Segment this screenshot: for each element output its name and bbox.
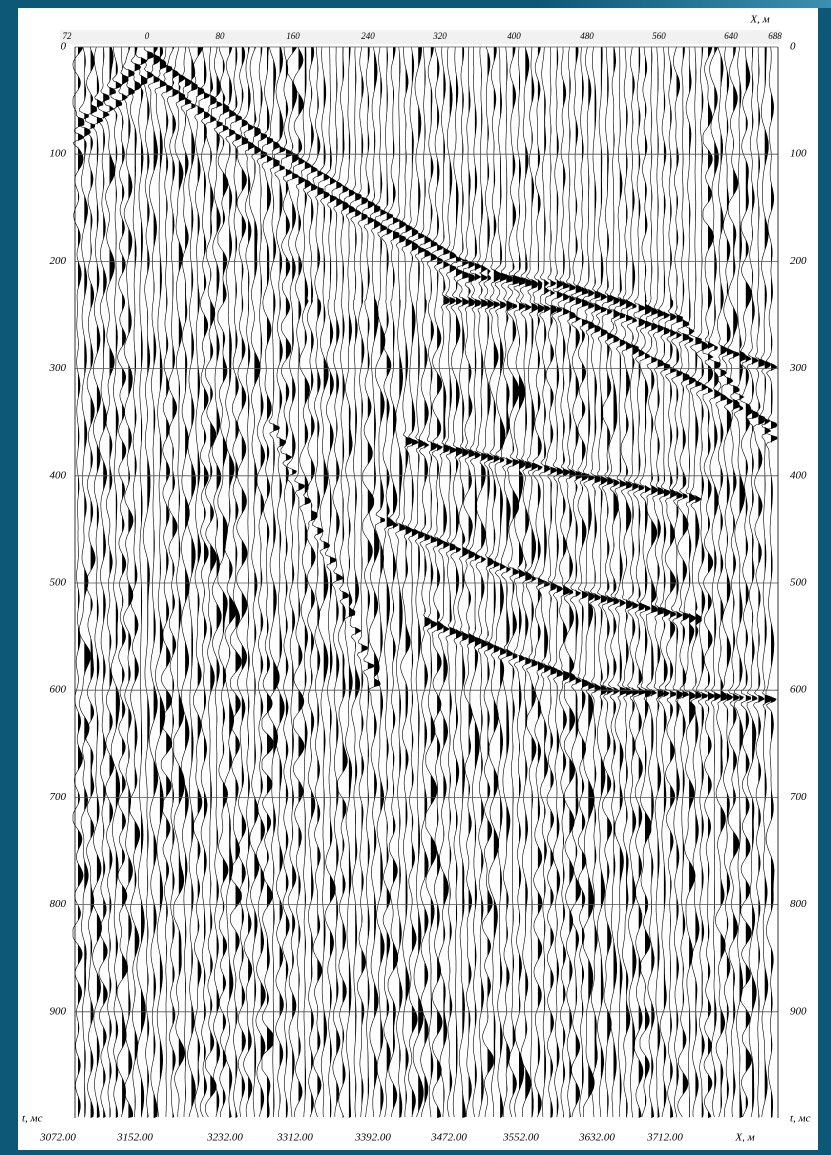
t-axis-title-right: t, мс: [790, 1113, 811, 1125]
x-tick-label: 640: [724, 31, 738, 41]
x-tick-label: 80: [216, 31, 226, 41]
x-tick-label: 160: [286, 31, 300, 41]
x-tick-label: 480: [580, 31, 594, 41]
bottom-tick-label: 3472.00: [430, 1132, 467, 1144]
t-tick-label-right: 600: [790, 684, 807, 696]
t-tick-label-left: 300: [49, 362, 67, 374]
page: X, м t, мс t, мс X, м 720801602403204004…: [0, 0, 831, 1155]
t-tick-label-right: 400: [790, 469, 807, 481]
x-tick-label: 320: [432, 31, 447, 41]
x-tick-label: 688: [768, 31, 782, 41]
seismogram: X, м t, мс t, мс X, м 720801602403204004…: [0, 0, 831, 1155]
bottom-tick-label: 3632.00: [578, 1132, 615, 1144]
t-tick-label-right: 300: [789, 362, 807, 374]
bottom-tick-label: 3072.00: [39, 1132, 76, 1144]
x-tick-label: 240: [361, 31, 375, 41]
x-tick-label: 560: [652, 31, 666, 41]
x-axis-title: X, м: [749, 14, 769, 26]
t-tick-label-left: 400: [50, 469, 67, 481]
t-tick-label-right: 500: [790, 577, 807, 589]
t-tick-label-left: 100: [50, 148, 67, 160]
t-tick-label-left: 700: [50, 791, 67, 803]
t-tick-label-right: 0: [790, 41, 796, 53]
t-tick-label-left: 600: [50, 684, 67, 696]
t-tick-label-right: 200: [790, 255, 807, 267]
bottom-tick-label: 3392.00: [354, 1132, 391, 1144]
t-tick-label-right: 800: [790, 898, 807, 910]
t-axis-title-left: t, мс: [22, 1113, 43, 1125]
bottom-tick-label: 3712.00: [646, 1132, 683, 1144]
x-tick-label: 0: [145, 31, 150, 41]
t-tick-label-right: 700: [790, 791, 807, 803]
t-tick-label-left: 800: [50, 898, 67, 910]
t-tick-label-left: 500: [50, 577, 67, 589]
bottom-tick-label: 3552.00: [502, 1132, 539, 1144]
bottom-tick-label: 3312.00: [276, 1132, 313, 1144]
corner-glow: [540, 0, 831, 8]
t-tick-label-right: 900: [790, 1005, 807, 1017]
bottom-tick-label: 3152.00: [116, 1132, 153, 1144]
t-tick-label-left: 200: [50, 255, 67, 267]
label-strip: [60, 30, 780, 44]
t-tick-label-left: 0: [61, 41, 67, 53]
t-tick-label-right: 100: [790, 148, 807, 160]
x-tick-label: 400: [507, 31, 521, 41]
bottom-axis-title: X, м: [734, 1132, 754, 1144]
t-tick-label-left: 900: [50, 1005, 67, 1017]
bottom-tick-label: 3232.00: [206, 1132, 243, 1144]
